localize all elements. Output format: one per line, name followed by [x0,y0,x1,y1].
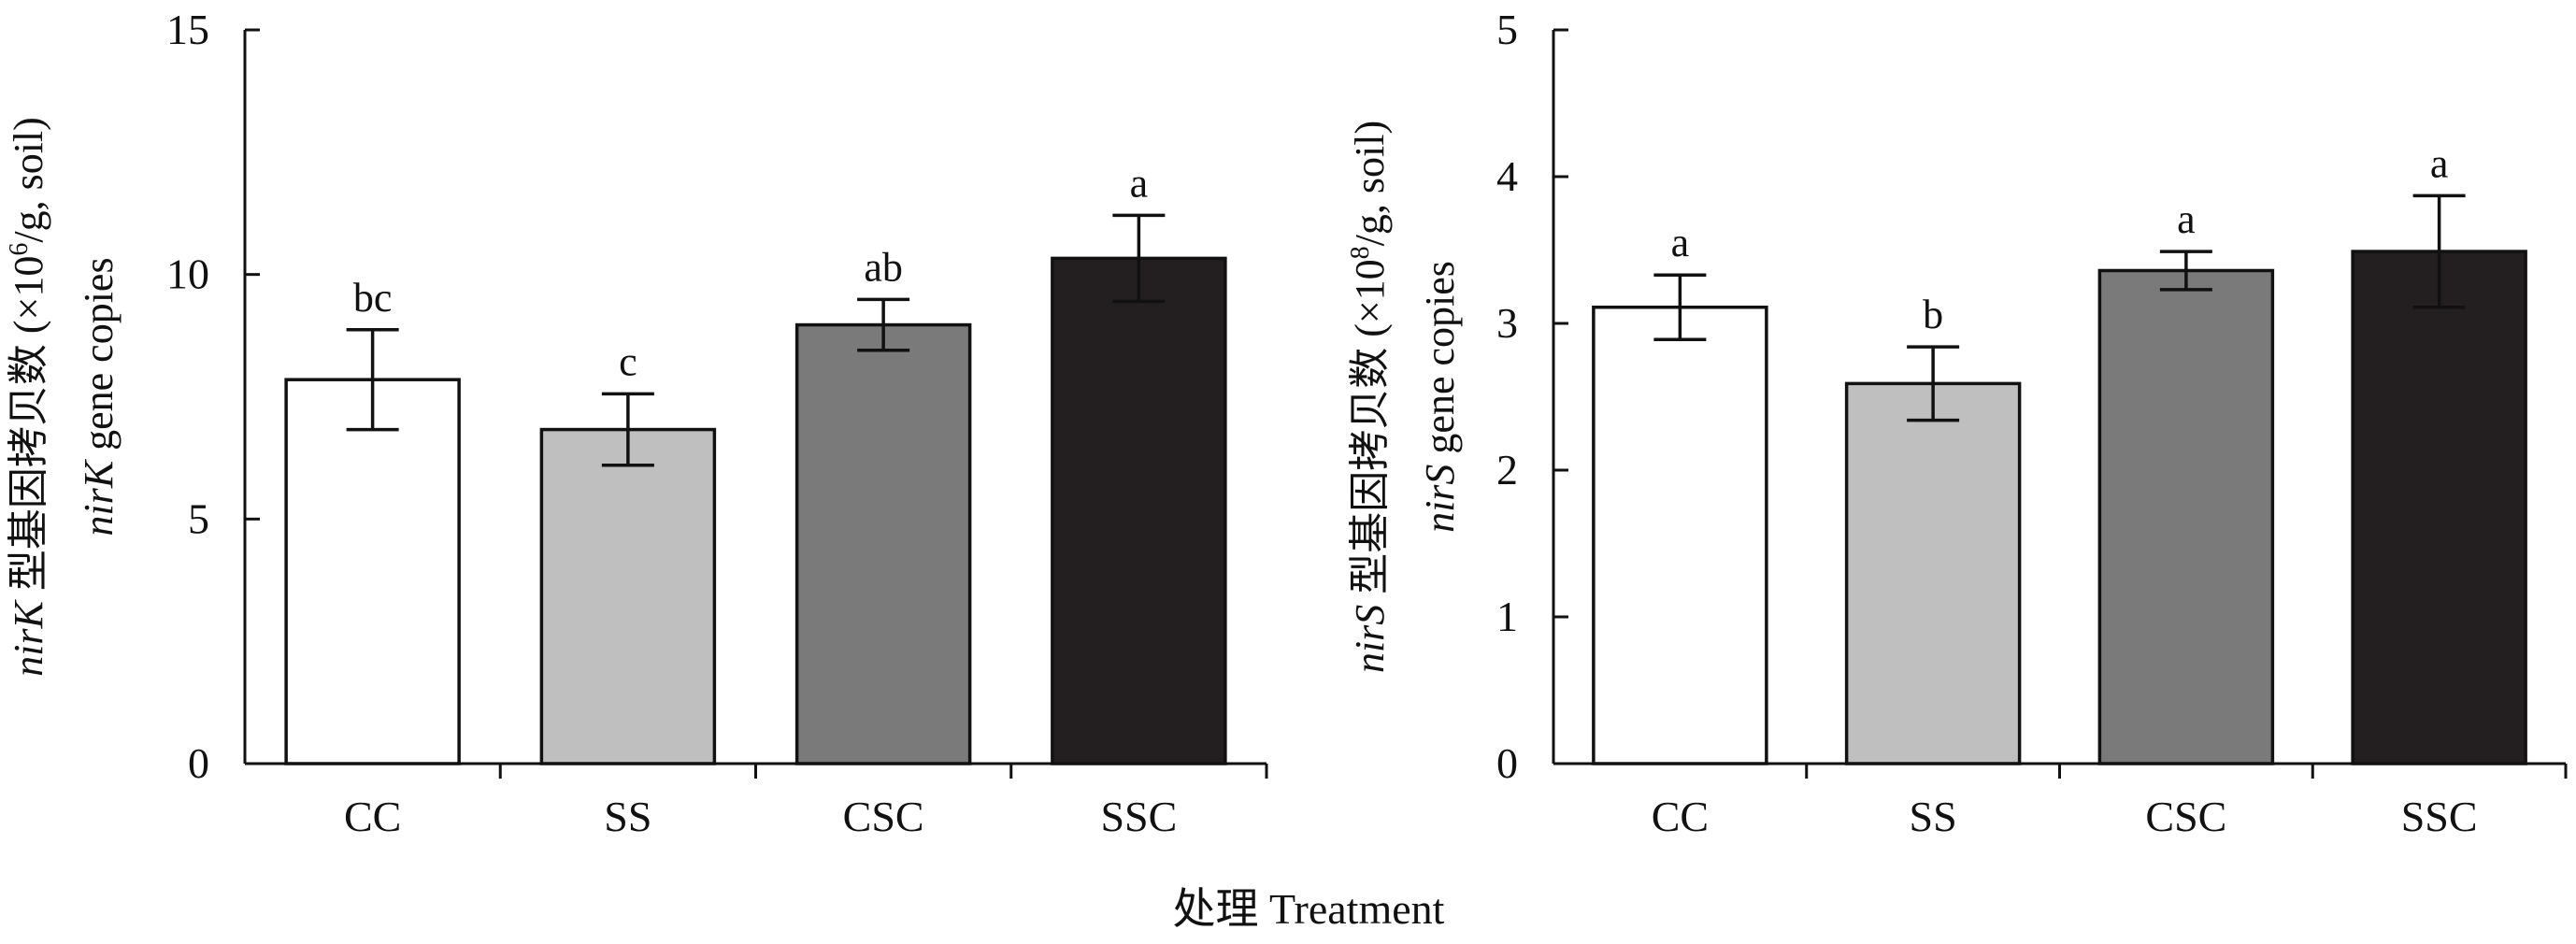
ylabel-chinese-text: 型基因拷贝数 (×10 [1347,259,1393,604]
bar-csc [794,322,972,765]
bar-ssc [1051,256,1227,765]
y-axis-title-line2: nirS gene copies [1417,261,1463,533]
y-tick-label: 0 [188,739,209,787]
y-axis-title-line1: nirS 型基因拷贝数 (×108/g, soil) [1346,121,1393,673]
bar-ss [1844,381,2022,765]
bar-csc [2097,268,2275,765]
error-bar-ss [1907,345,1960,422]
significance-label: a [2177,196,2196,242]
significance-label: bc [353,275,393,321]
x-axis-title: 处理 Treatment [1173,885,1445,933]
bar-ssc [2351,250,2527,765]
ylabel-gene-italic: nirS [1417,465,1463,533]
y-tick-label: 3 [1496,299,1518,347]
y-axis-title-line1: nirK 型基因拷贝数 (×106/g, soil) [5,117,51,677]
ylabel-gene-italic: nirK [6,598,51,676]
y-tick-label: 15 [166,6,209,53]
x-tick-label: SS [604,793,651,840]
ylabel-gene-copies: gene copies [76,257,122,460]
y-tick-label: 5 [188,494,209,542]
y-tick-label: 0 [1496,739,1518,787]
bar-ss [539,427,717,765]
error-bar-csc [2159,250,2212,292]
y-tick-label: 5 [1496,6,1518,53]
x-tick-label: CC [1652,793,1709,840]
x-tick-label: CSC [2145,793,2226,840]
error-bar-ssc [2412,193,2466,309]
ylabel-unit: /g, soil) [6,117,51,242]
error-bar-csc [857,297,910,352]
y-tick-label: 10 [166,250,209,298]
y-tick-label: 2 [1496,446,1518,493]
significance-label: a [1671,220,1690,265]
error-bar-ss [601,392,654,467]
x-tick-label: CC [344,793,401,840]
error-bar-cc [1653,273,1707,342]
chart-nirk: 0 5 10 15 bc CC c SS ab CSC a SSC nirK 型基因拷贝数 (×106/… [5,6,1268,840]
significance-label: c [619,338,637,384]
x-tick-label: SSC [1100,793,1177,840]
error-bar-cc [346,328,399,432]
bar-cc [284,378,461,765]
y-tick-label: 4 [1496,152,1518,200]
error-bar-ssc [1112,213,1166,304]
ylabel-chinese-text: 型基因拷贝数 (×10 [6,256,51,601]
ylabel-gene-copies: gene copies [1417,261,1463,464]
ylabel-unit: /g, soil) [1347,121,1393,246]
y-axis-title-line2: nirK gene copies [76,257,122,536]
ylabel-gene-italic: nirK [76,458,122,536]
y-tick-label: 1 [1496,593,1518,640]
x-tick-label: CSC [843,793,924,840]
ylabel-exponent: 6 [5,243,34,256]
ylabel-gene-italic: nirS [1347,605,1393,673]
bar-cc [1592,305,1768,765]
ylabel-exponent: 8 [1346,246,1375,259]
significance-label: ab [864,244,903,290]
chart-nirs: 0 1 2 3 4 5 a CC b SS a CSC a SSC nirS 型基因拷贝数 (×108/g,… [1346,6,2568,840]
x-tick-label: SSC [2401,793,2478,840]
significance-label: b [1923,292,1943,337]
x-tick-label: SS [1910,793,1957,840]
significance-label: a [2430,140,2449,186]
significance-label: a [1130,160,1149,206]
